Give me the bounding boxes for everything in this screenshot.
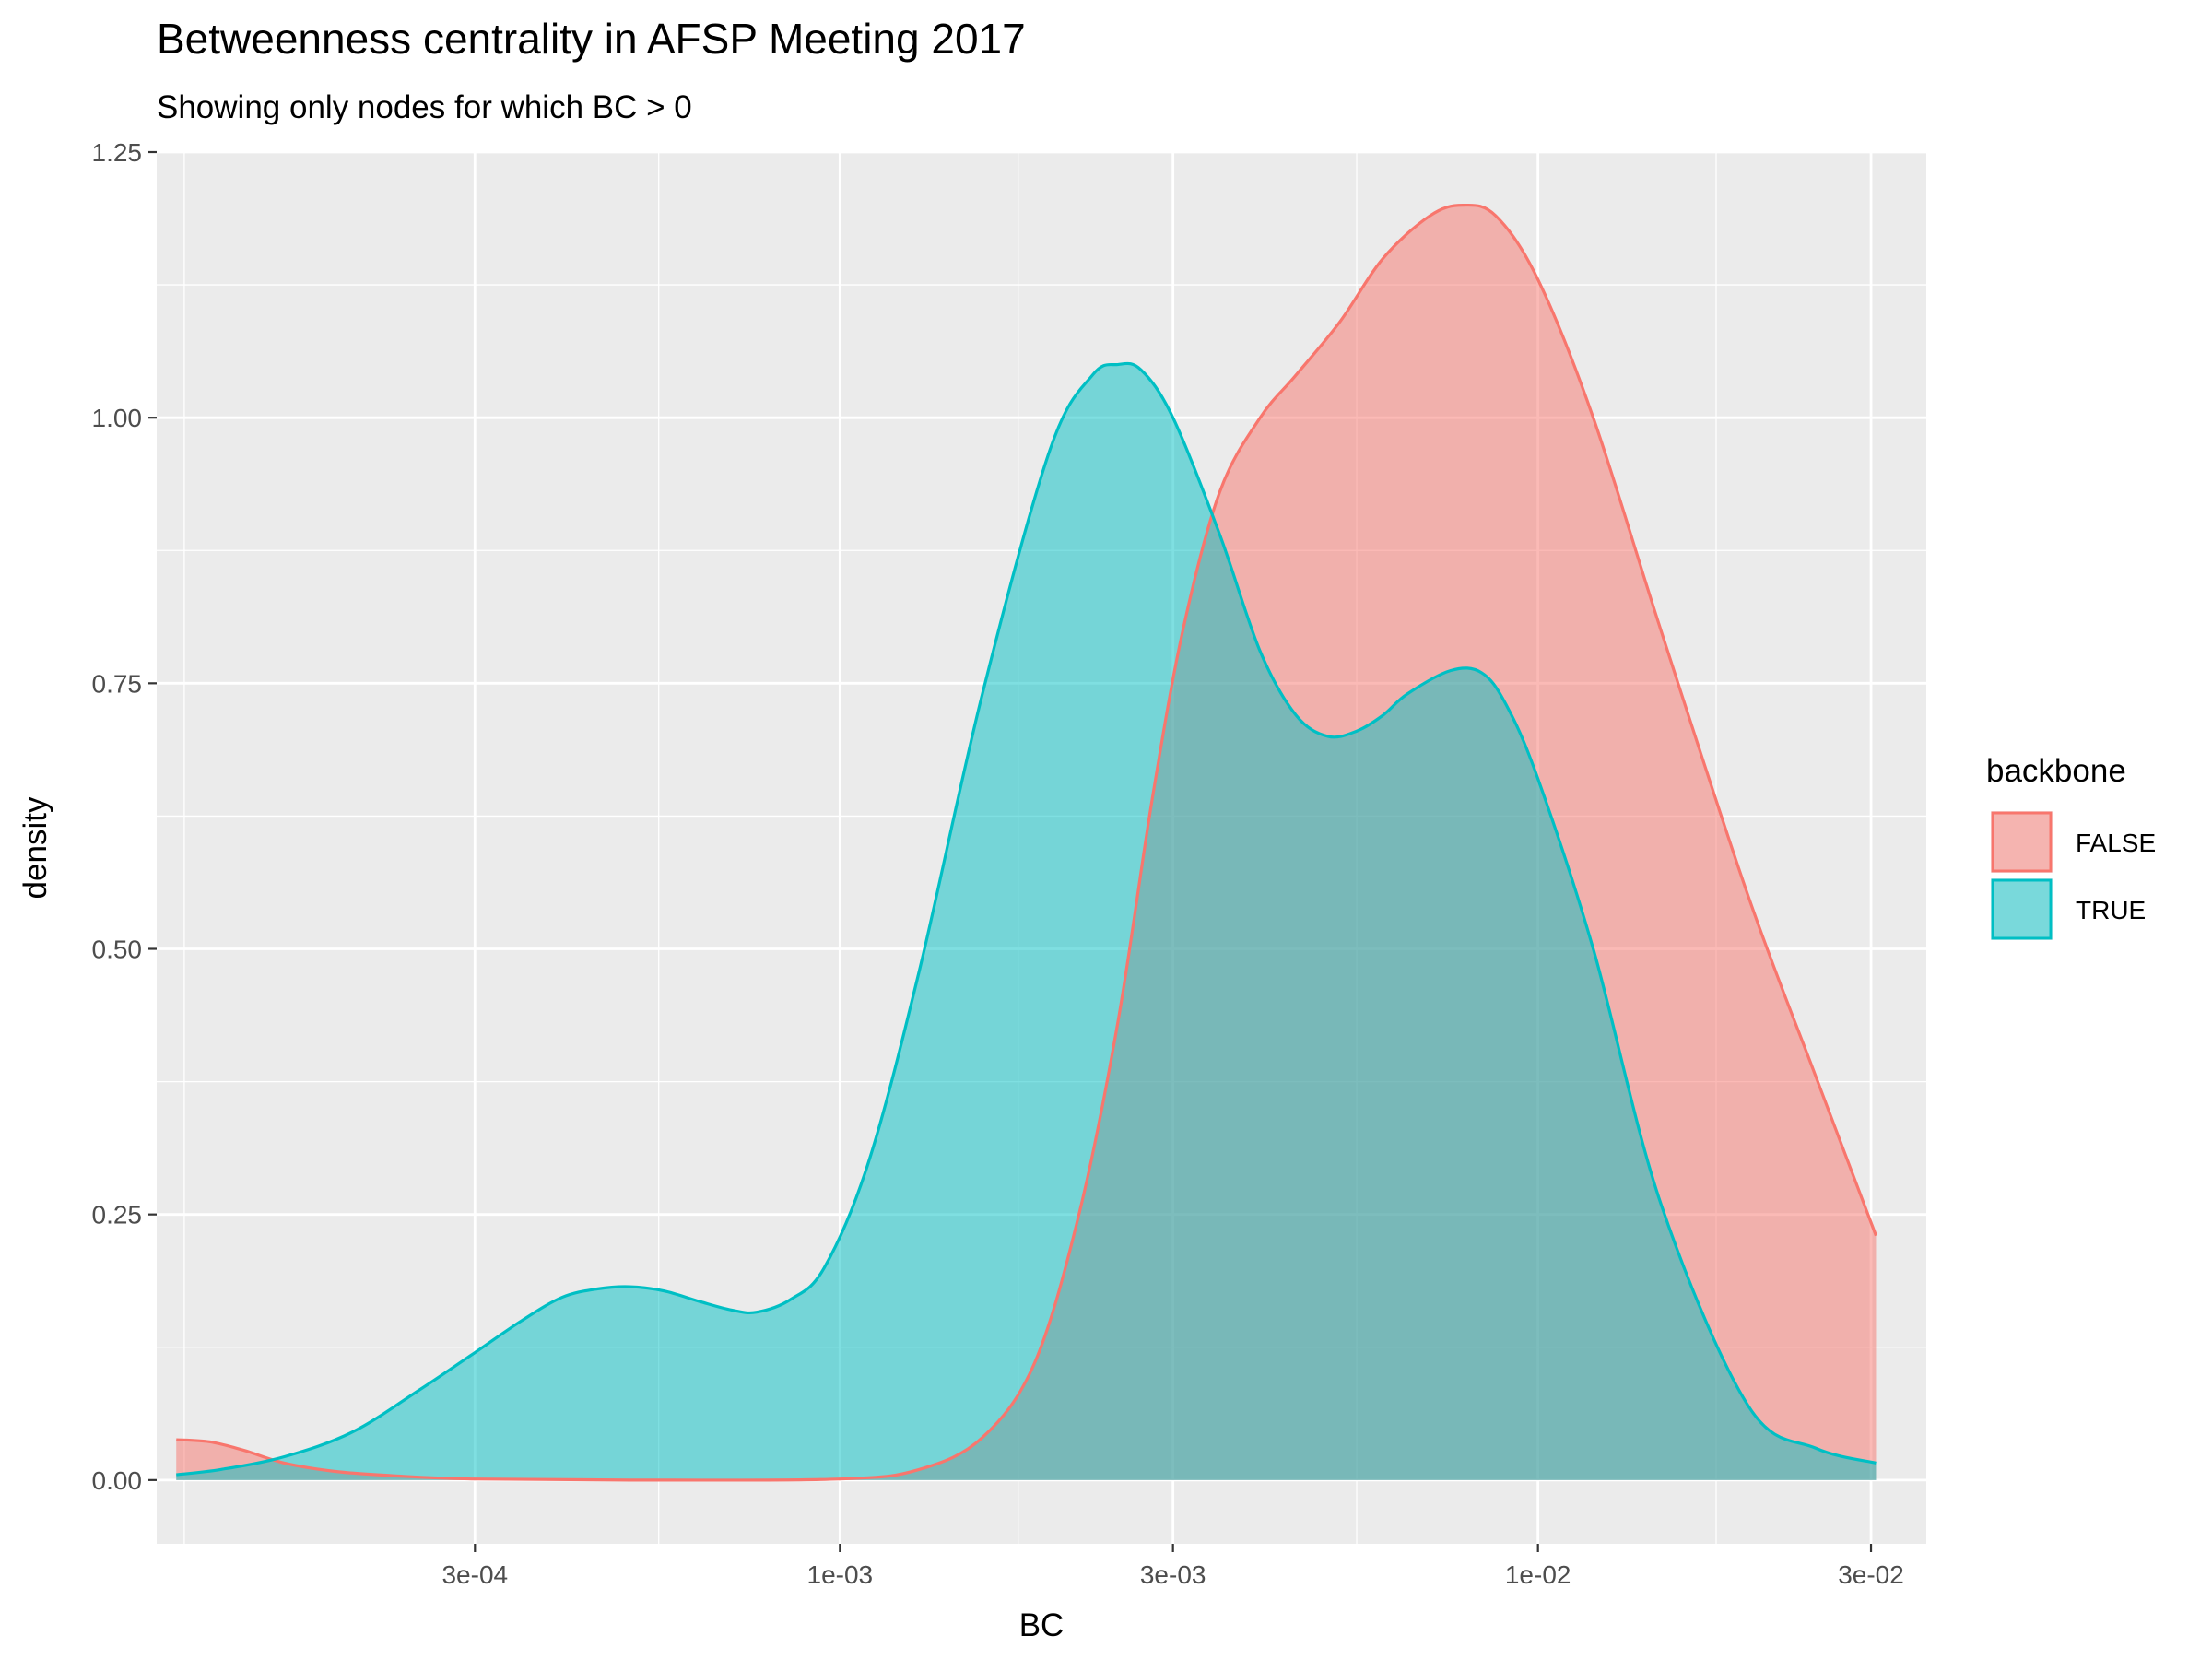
y-tick-label: 0.25 (92, 1201, 143, 1230)
y-tick-label: 1.00 (92, 404, 143, 432)
x-tick-label: 3e-04 (441, 1560, 508, 1589)
x-axis-title: BC (1019, 1607, 1065, 1643)
y-axis: 0.00 0.25 0.50 0.75 1.00 1.25 (92, 138, 157, 1495)
x-tick-label: 1e-02 (1505, 1560, 1571, 1589)
y-tick-label: 0.50 (92, 935, 143, 964)
density-line-false (176, 203, 1877, 1482)
density-lines (176, 203, 1877, 1482)
legend-label-false: FALSE (2076, 829, 2156, 857)
legend-key-false (1991, 811, 2053, 873)
x-tick-label: 3e-03 (1140, 1560, 1206, 1589)
legend-label-true: TRUE (2076, 896, 2146, 924)
legend-title: backbone (1986, 753, 2126, 789)
legend-key-true (1991, 878, 2053, 940)
y-tick-label: 0.75 (92, 669, 143, 698)
x-tick-label: 3e-02 (1838, 1560, 1904, 1589)
x-tick-label: 1e-03 (807, 1560, 874, 1589)
y-axis-title: density (18, 796, 53, 899)
y-tick-label: 0.00 (92, 1466, 143, 1495)
chart-subtitle: Showing only nodes for which BC > 0 (157, 89, 692, 125)
legend: backbone FALSE TRUE (1986, 753, 2156, 940)
density-areas (176, 205, 1877, 1480)
density-line-true (176, 361, 1877, 1477)
x-axis: 3e-04 1e-03 3e-03 1e-02 3e-02 (441, 1544, 1904, 1589)
density-area-true (176, 363, 1877, 1480)
chart-title: Betweenness centrality in AFSP Meeting 2… (157, 15, 1026, 63)
y-tick-label: 1.25 (92, 138, 143, 167)
